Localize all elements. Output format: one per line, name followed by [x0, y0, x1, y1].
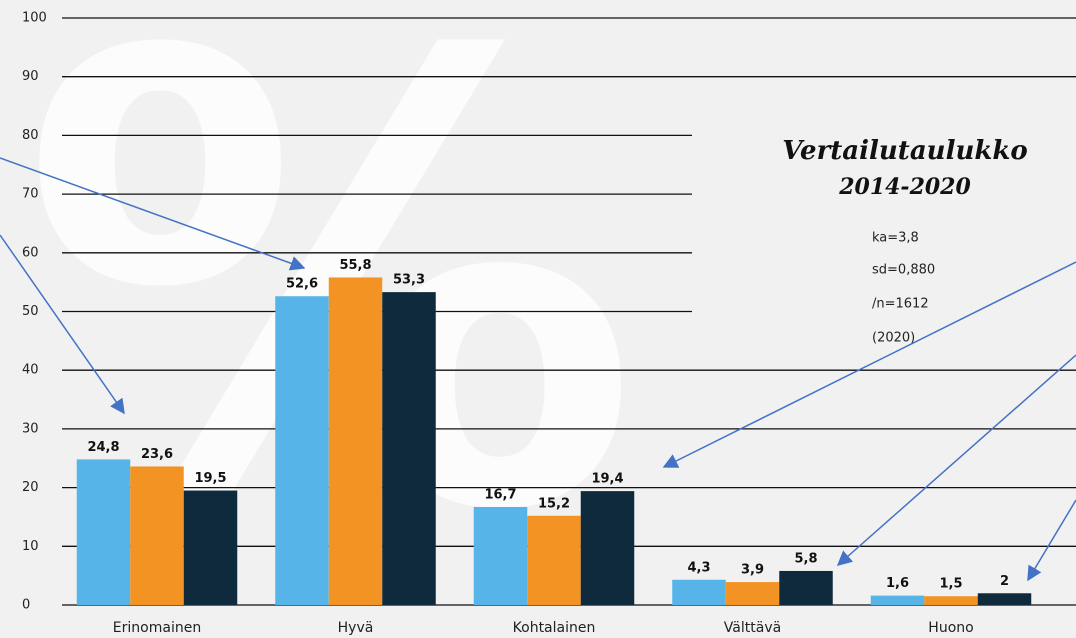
y-tick-label: 100	[22, 11, 47, 26]
value-label: 4,3	[687, 560, 710, 575]
bar	[977, 593, 1032, 605]
bar	[779, 570, 833, 605]
arrow	[0, 157, 306, 271]
arrow	[836, 354, 1076, 566]
annotation-line: ka=3,8	[872, 231, 919, 246]
value-label: 1,5	[939, 577, 962, 592]
y-tick-label: 90	[22, 69, 39, 84]
y-tick-label: 80	[22, 128, 39, 143]
y-tick-label: 50	[22, 304, 39, 319]
y-tick-label: 60	[22, 245, 39, 260]
value-label: 24,8	[87, 440, 119, 455]
bar	[580, 491, 635, 605]
y-tick-label: 0	[22, 598, 30, 613]
annotation-line: (2020)	[872, 331, 915, 346]
x-tick-label: Huono	[928, 620, 973, 636]
value-label: 5,8	[794, 551, 817, 566]
x-tick-label: Välttävä	[724, 620, 781, 636]
arrow	[0, 234, 125, 415]
value-label: 15,2	[538, 496, 570, 511]
bar	[924, 596, 978, 605]
bar	[473, 506, 528, 605]
x-tick-label: Kohtalainen	[513, 620, 596, 636]
annotation-line: /n=1612	[872, 297, 929, 312]
annotation-title: Vertailutaulukko	[782, 136, 1027, 166]
annotation-subtitle: 2014-2020	[838, 174, 971, 200]
y-tick-label: 20	[22, 480, 39, 495]
bar	[672, 579, 726, 605]
value-label: 19,4	[591, 472, 623, 487]
bar	[870, 595, 925, 605]
value-label: 16,7	[484, 487, 516, 502]
value-label: 1,6	[886, 576, 909, 591]
bar	[725, 582, 780, 605]
y-tick-label: 40	[22, 363, 39, 378]
annotation-line: sd=0,880	[872, 263, 935, 278]
bar	[130, 466, 184, 605]
bar	[527, 515, 581, 605]
value-label: 23,6	[141, 447, 173, 462]
bar	[76, 459, 131, 605]
arrow	[662, 261, 1076, 468]
value-label: 3,9	[741, 563, 764, 578]
value-label: 2	[1000, 574, 1009, 589]
annotation-box	[692, 108, 1076, 344]
y-tick-label: 10	[22, 539, 39, 554]
arrow	[1027, 499, 1076, 582]
bar	[275, 296, 329, 605]
x-tick-label: Erinomainen	[113, 620, 201, 636]
value-label: 55,8	[339, 258, 371, 273]
x-tick-label: Hyvä	[338, 620, 374, 636]
value-label: 52,6	[286, 277, 318, 292]
value-label: 19,5	[194, 471, 226, 486]
bar	[328, 277, 383, 605]
y-tick-label: 70	[22, 187, 39, 202]
bar	[382, 292, 436, 605]
y-tick-label: 30	[22, 421, 39, 436]
value-label: 53,3	[393, 273, 425, 288]
bar	[183, 490, 238, 605]
